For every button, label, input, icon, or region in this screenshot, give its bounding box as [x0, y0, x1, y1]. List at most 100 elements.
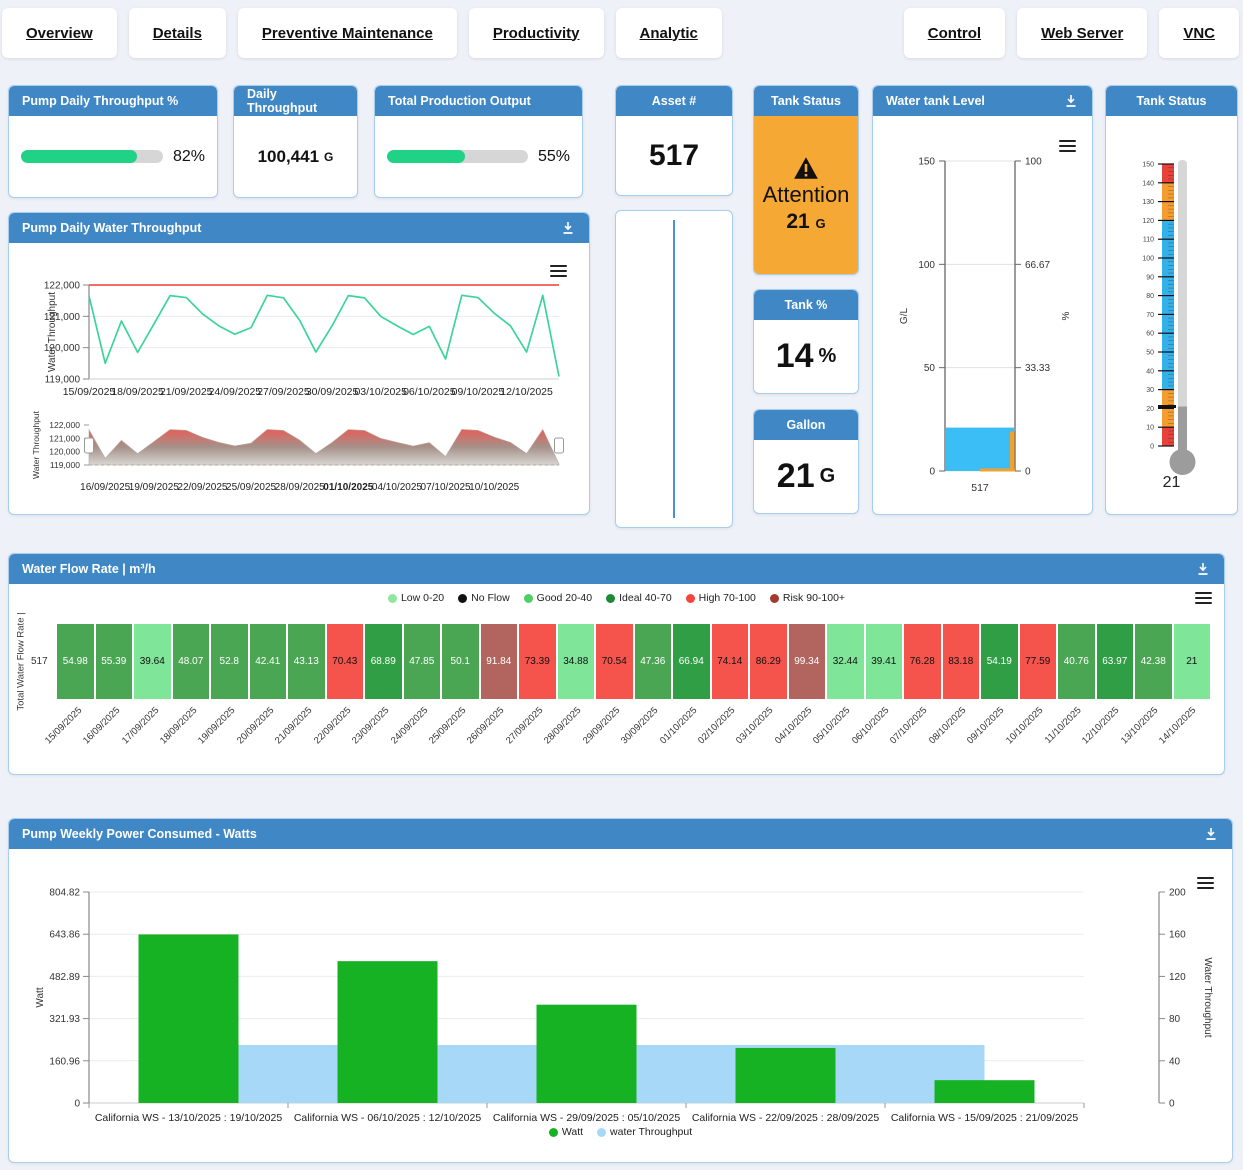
legend-dot [387, 593, 397, 603]
flow-cell[interactable]: 47.36 [634, 624, 671, 699]
download-icon[interactable] [1203, 826, 1219, 842]
water-throughput-line-chart[interactable]: 122,000 121,000 120,000 119,000 Water Throug… [9, 243, 590, 515]
flow-cell[interactable]: 83.18 [942, 624, 979, 699]
flow-cell[interactable]: 43.13 [288, 624, 325, 699]
water-flow-rate-chart[interactable]: Low 0-20 No Flow Good 20-40 Ideal 40-70 High… [9, 584, 1224, 774]
flow-cell[interactable]: 76.28 [904, 624, 941, 699]
svg-text:160.96: 160.96 [49, 1056, 80, 1067]
navigator-handle[interactable] [554, 437, 564, 454]
flow-date-label: 09/10/2025 [964, 705, 1007, 747]
flow-cell[interactable]: 40.76 [1058, 624, 1095, 699]
flow-date-label: 30/09/2025 [619, 705, 661, 747]
flow-date-label: 11/10/2025 [1042, 705, 1084, 746]
nav-button-control[interactable]: Control [903, 8, 1006, 58]
power-consumed-chart[interactable]: 804.82 643.86 482.89 321.93 160.96 0 Watt Calif… [9, 849, 1233, 1163]
flow-date-label: 26/09/2025 [465, 705, 507, 747]
flow-date-label: 03/10/2025 [734, 705, 776, 747]
svg-text:0: 0 [929, 467, 935, 478]
legend-dot [606, 593, 616, 603]
flow-cell[interactable]: 68.89 [365, 624, 402, 699]
svg-text:07/10/2025: 07/10/2025 [421, 482, 471, 493]
panel-header: Pump Daily Throughput % [9, 86, 217, 116]
flow-cell[interactable]: 50.1 [442, 624, 479, 699]
flow-date-label: 05/10/2025 [811, 705, 853, 747]
flow-cell[interactable]: 42.38 [1135, 624, 1172, 699]
chart-menu-icon[interactable] [1059, 140, 1076, 152]
progress-track [387, 150, 528, 163]
flow-cell[interactable]: 47.85 [403, 624, 440, 699]
flow-cell[interactable]: 70.43 [326, 624, 363, 699]
svg-text:Water Throughput: Water Throughput [47, 292, 58, 372]
flow-cell[interactable]: 21 [1173, 624, 1210, 699]
flow-cell[interactable]: 91.84 [480, 624, 517, 699]
nav-button-preventive-maintenance[interactable]: Preventive Maintenance [237, 8, 457, 58]
svg-text:50: 50 [924, 363, 936, 374]
svg-text:120,000: 120,000 [49, 447, 80, 457]
panel-title: Tank Status [771, 94, 841, 108]
panel-header: Water tank Level [873, 86, 1092, 116]
flow-cell[interactable]: 63.97 [1096, 624, 1133, 699]
legend-item: No Flow [458, 592, 510, 604]
svg-text:150: 150 [1142, 162, 1154, 169]
water-tank-level-chart[interactable]: 150 100 50 0 100 66.67 33.33 0 G/L % 517 [873, 116, 1093, 515]
svg-text:120: 120 [1142, 218, 1154, 225]
nav-button-analytic[interactable]: Analytic [615, 8, 722, 58]
svg-text:90: 90 [1146, 274, 1154, 281]
svg-text:804.82: 804.82 [49, 888, 80, 899]
flow-cell[interactable]: 73.39 [519, 624, 556, 699]
vertical-line [673, 220, 675, 518]
flow-cell[interactable]: 52.8 [211, 624, 248, 699]
chart-menu-icon[interactable] [550, 265, 567, 277]
svg-text:Water Throughput: Water Throughput [1202, 957, 1213, 1037]
legend-label: Ideal 40-70 [619, 592, 672, 604]
navigator-handle[interactable] [84, 437, 94, 454]
flow-cell[interactable]: 74.14 [711, 624, 748, 699]
nav-button-vnc[interactable]: VNC [1159, 8, 1239, 58]
flow-date-label: 16/09/2025 [81, 705, 123, 747]
nav-button-overview[interactable]: Overview [2, 8, 117, 58]
flow-cell[interactable]: 54.98 [57, 624, 94, 699]
flow-cell[interactable]: 77.59 [1019, 624, 1056, 699]
chart-menu-icon[interactable] [1195, 592, 1212, 604]
chart-menu-icon[interactable] [1197, 877, 1214, 889]
panel-header: Daily Throughput [234, 86, 357, 116]
flow-cell[interactable]: 39.41 [865, 624, 902, 699]
panel-total-production-output: Total Production Output 55% [374, 85, 583, 198]
progress-fill [387, 150, 465, 163]
panel-title: Gallon [786, 418, 826, 432]
svg-text:30: 30 [1146, 387, 1154, 394]
flow-cell[interactable]: 99.34 [788, 624, 825, 699]
flow-cell[interactable]: 39.64 [134, 624, 171, 699]
panel-title: Total Production Output [388, 94, 531, 108]
legend-dot [769, 593, 779, 603]
flow-date-label: 28/09/2025 [542, 705, 584, 747]
nav-button-details[interactable]: Details [128, 8, 226, 58]
panel-title: Asset # [651, 94, 697, 108]
svg-text:18/09/2025: 18/09/2025 [111, 386, 164, 398]
download-icon[interactable] [1195, 561, 1211, 577]
legend-label: No Flow [471, 592, 510, 604]
legend-item: water Throughput [597, 1126, 692, 1138]
download-icon[interactable] [1063, 93, 1079, 109]
download-icon[interactable] [560, 220, 576, 236]
flow-cell[interactable]: 55.39 [95, 624, 132, 699]
legend-label: High 70-100 [698, 592, 756, 604]
flow-cell[interactable]: 86.29 [750, 624, 787, 699]
flow-cell[interactable]: 42.41 [249, 624, 286, 699]
svg-text:40: 40 [1169, 1056, 1181, 1067]
flow-cell[interactable]: 66.94 [673, 624, 710, 699]
flow-rate-date-axis: 15/09/2025 16/09/2025 17/09/2025 18/09/2025… [43, 703, 1210, 769]
nav-button-productivity[interactable]: Productivity [468, 8, 604, 58]
flow-date-label: 20/09/2025 [234, 705, 277, 747]
flow-cell[interactable]: 34.88 [557, 624, 594, 699]
flow-cell[interactable]: 54.19 [981, 624, 1018, 699]
flow-cell[interactable]: 48.07 [172, 624, 209, 699]
legend-label: Risk 90-100+ [782, 592, 846, 604]
flow-date-label: 21/09/2025 [273, 705, 315, 747]
flow-cell[interactable]: 32.44 [827, 624, 864, 699]
flow-cell[interactable]: 70.54 [596, 624, 633, 699]
panel-title: Pump Daily Water Throughput [22, 221, 202, 235]
flow-date-label: 17/09/2025 [119, 705, 161, 747]
nav-button-web-server[interactable]: Web Server [1017, 8, 1148, 58]
